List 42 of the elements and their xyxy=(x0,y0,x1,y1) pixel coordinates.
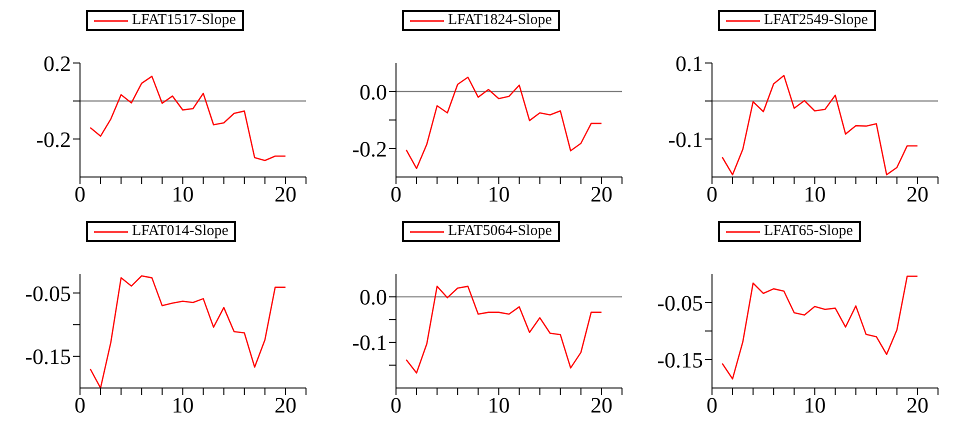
x-tick-label: 20 xyxy=(906,182,928,207)
y-tick-label: -0.1 xyxy=(668,126,703,152)
line-series xyxy=(90,275,286,388)
legend-label: LFAT2549-Slope xyxy=(764,12,868,29)
line-series xyxy=(406,76,602,170)
y-tick-label: -0.2 xyxy=(352,136,387,162)
x-tick-label: 10 xyxy=(172,392,194,418)
x-tick-label: 10 xyxy=(172,182,194,207)
x-tick-label: 10 xyxy=(488,392,510,418)
x-tick-label: 20 xyxy=(274,392,296,418)
y-tick-label: 0.0 xyxy=(360,79,387,104)
y-tick-label: 0.1 xyxy=(676,50,703,76)
line-series xyxy=(90,76,286,162)
x-tick-label: 0 xyxy=(706,182,718,207)
x-tick-label: 10 xyxy=(488,182,510,207)
x-tick-label: 0 xyxy=(390,182,402,207)
y-tick-label: -0.15 xyxy=(657,347,703,372)
x-tick-label: 0 xyxy=(74,182,86,207)
line-series xyxy=(406,286,602,374)
legend-label: LFAT65-Slope xyxy=(764,223,853,240)
legend-label: LFAT014-Slope xyxy=(132,223,228,240)
x-tick-label: 20 xyxy=(590,392,612,418)
x-tick-label: 0 xyxy=(390,392,402,418)
x-tick-label: 20 xyxy=(274,182,296,207)
x-tick-label: 20 xyxy=(906,392,928,418)
x-tick-label: 20 xyxy=(590,182,612,207)
legend-label: LFAT5064-Slope xyxy=(448,223,552,240)
line-series xyxy=(722,276,918,380)
y-tick-label: -0.15 xyxy=(25,344,71,370)
y-tick-label: -0.05 xyxy=(25,280,71,306)
legend-label: LFAT1824-Slope xyxy=(448,12,552,29)
y-tick-label: 0.0 xyxy=(360,284,387,310)
legend-label: LFAT1517-Slope xyxy=(132,12,236,29)
x-tick-label: 0 xyxy=(706,392,718,418)
x-tick-label: 10 xyxy=(804,182,826,207)
y-tick-label: -0.05 xyxy=(657,290,703,316)
y-tick-label: 0.2 xyxy=(44,50,71,76)
line-series xyxy=(722,74,918,176)
y-tick-label: -0.2 xyxy=(36,126,71,152)
x-tick-label: 10 xyxy=(804,392,826,418)
x-tick-label: 0 xyxy=(74,392,86,418)
y-tick-label: -0.1 xyxy=(352,330,387,356)
